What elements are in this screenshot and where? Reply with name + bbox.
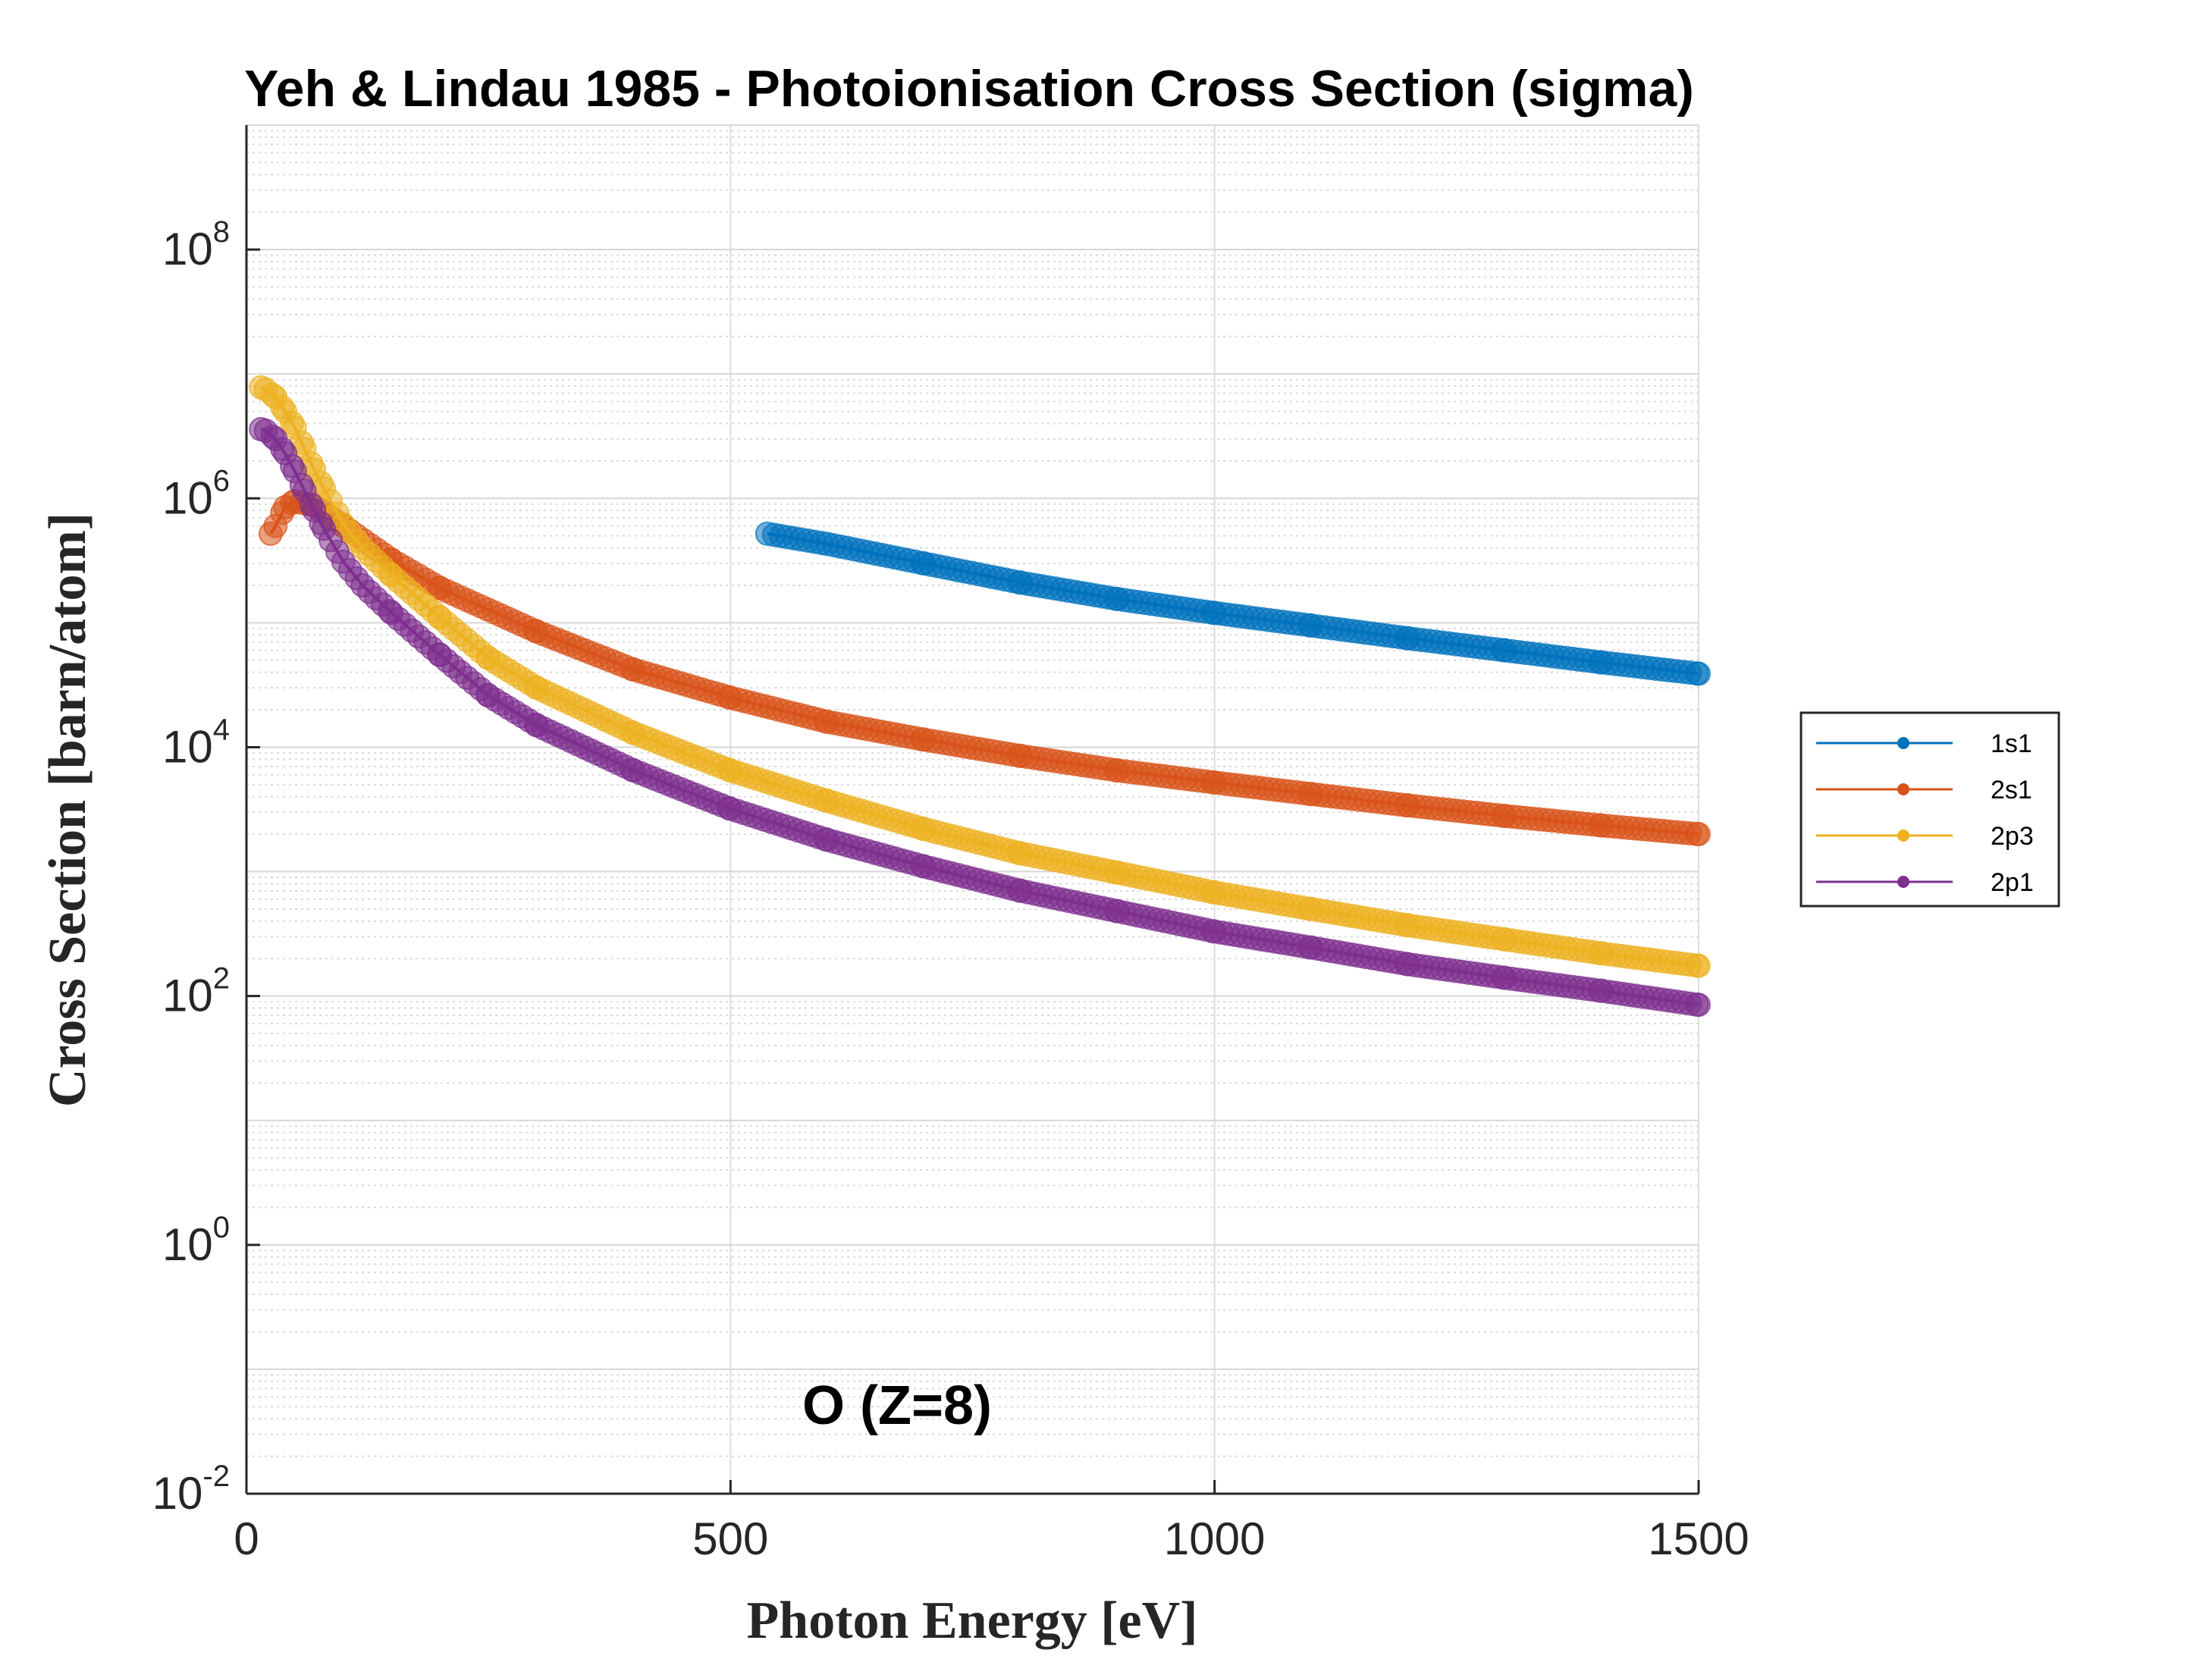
y-tick-label: 102 — [162, 962, 230, 1021]
legend-marker — [1897, 783, 1909, 795]
legend: 1s1 2s1 2p3 2p1 — [1799, 711, 2060, 908]
y-tick-label: 10-2 — [152, 1460, 230, 1519]
series-2s1 — [258, 488, 1711, 847]
legend-label: 2p3 — [1991, 822, 2034, 851]
legend-entry-2p3: 2p3 — [1816, 822, 2034, 851]
legend-marker — [1897, 737, 1909, 749]
series-2p3 — [249, 375, 1711, 978]
legend-marker — [1897, 830, 1909, 842]
data-point — [1686, 822, 1711, 847]
legend-box — [1799, 711, 2060, 908]
y-axis-label: Cross Section [barn/atom] — [39, 513, 97, 1107]
series-2p1 — [249, 417, 1711, 1018]
data-point — [1686, 953, 1711, 978]
chart-title: Yeh & Lindau 1985 - Photoionisation Cros… — [244, 60, 1694, 118]
major-grid — [246, 124, 1699, 1494]
x-ticks: 0 500 1000 1500 — [234, 1480, 1749, 1564]
series-1s1 — [755, 521, 1711, 686]
x-tick-label: 500 — [692, 1513, 768, 1564]
y-tick-label: 100 — [162, 1211, 230, 1270]
y-tick-label: 106 — [162, 464, 230, 523]
legend-label: 2p1 — [1991, 868, 2034, 897]
element-annotation: O (Z=8) — [802, 1375, 992, 1436]
series-layer — [249, 375, 1711, 1018]
x-tick-label: 1500 — [1648, 1513, 1749, 1564]
legend-marker — [1897, 876, 1909, 888]
x-tick-label: 1000 — [1164, 1513, 1265, 1564]
y-tick-label: 108 — [162, 215, 230, 274]
data-point — [1686, 661, 1711, 686]
legend-entry-1s1: 1s1 — [1816, 729, 2032, 758]
legend-label: 1s1 — [1991, 729, 2032, 758]
legend-entry-2p1: 2p1 — [1816, 868, 2034, 897]
legend-entry-2s1: 2s1 — [1816, 776, 2032, 804]
y-tick-label: 104 — [162, 713, 230, 772]
x-tick-label: 0 — [234, 1513, 259, 1564]
data-point — [1686, 993, 1711, 1018]
x-axis-label: Photon Energy [eV] — [747, 1592, 1198, 1650]
y-ticks: 10-2 100 102 104 106 108 — [152, 215, 260, 1519]
legend-label: 2s1 — [1991, 776, 2032, 804]
